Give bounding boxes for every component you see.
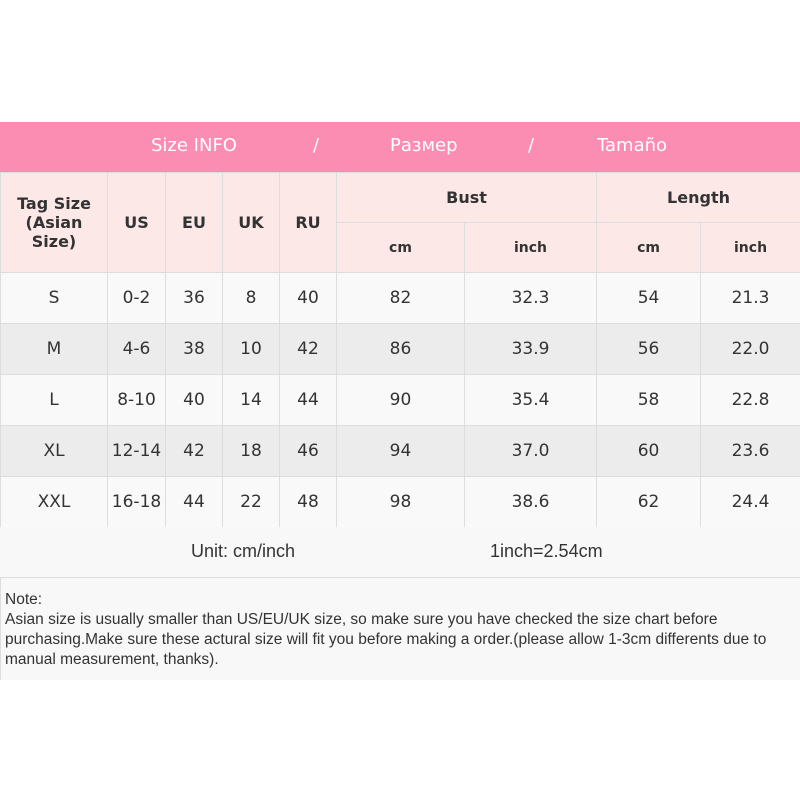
table-cell: 33.9 — [463, 323, 598, 375]
title-separator: / — [528, 135, 535, 156]
table-cell: 48 — [279, 476, 337, 528]
table-cell: XL — [0, 425, 108, 477]
note-title: Note: — [5, 591, 43, 608]
table-cell: S — [0, 272, 108, 324]
header-length-inch: inch — [700, 222, 800, 273]
title-banner: Size INFO / Размер / Tamaño — [0, 122, 800, 172]
table-row: XXL 16-18 44 22 48 98 38.6 62 24.4 — [0, 476, 800, 528]
table-cell: L — [0, 374, 108, 426]
header-bust: Bust — [335, 172, 598, 223]
note-text: Asian size is usually smaller than US/EU… — [5, 611, 767, 668]
header-bust-cm: cm — [336, 222, 465, 273]
table-cell: 0-2 — [107, 272, 166, 324]
table-cell: 44 — [165, 476, 223, 528]
header-tag-size: Tag Size (Asian Size) — [0, 172, 108, 273]
table-cell: 35.4 — [463, 374, 598, 426]
table-cell: 38 — [165, 323, 223, 375]
header-bust-inch: inch — [463, 222, 598, 273]
table-cell: 22.0 — [700, 323, 800, 375]
table-cell: M — [0, 323, 108, 375]
table-cell: 82 — [336, 272, 465, 324]
size-table: Tag Size (Asian Size) US EU UK RU Bust Le… — [0, 172, 800, 528]
table-cell: 4-6 — [107, 323, 166, 375]
table-cell: 42 — [165, 425, 223, 477]
table-cell: 22 — [222, 476, 280, 528]
note-section: Note: Asian size is usually smaller than… — [0, 578, 800, 680]
table-cell: XXL — [0, 476, 108, 528]
unit-row: Unit: cm/inch 1inch=2.54cm — [0, 527, 800, 578]
table-row: XL 12-14 42 18 46 94 37.0 60 23.6 — [0, 425, 800, 477]
table-cell: 10 — [222, 323, 280, 375]
title-razmer: Размер — [390, 135, 458, 156]
table-cell: 58 — [596, 374, 702, 426]
header-uk: UK — [222, 172, 280, 273]
table-cell: 14 — [222, 374, 280, 426]
table-row: M 4-6 38 10 42 86 33.9 56 22.0 — [0, 323, 800, 375]
table-cell: 8-10 — [107, 374, 166, 426]
table-cell: 60 — [596, 425, 702, 477]
table-cell: 40 — [279, 272, 337, 324]
table-cell: 38.6 — [463, 476, 598, 528]
table-cell: 56 — [596, 323, 702, 375]
table-cell: 46 — [279, 425, 337, 477]
table-cell: 42 — [279, 323, 337, 375]
header-us: US — [107, 172, 166, 273]
table-cell: 8 — [222, 272, 280, 324]
table-cell: 94 — [336, 425, 465, 477]
table-cell: 40 — [165, 374, 223, 426]
table-cell: 90 — [336, 374, 465, 426]
table-row: L 8-10 40 14 44 90 35.4 58 22.8 — [0, 374, 800, 426]
table-cell: 21.3 — [700, 272, 800, 324]
header-ru: RU — [279, 172, 337, 273]
table-cell: 62 — [596, 476, 702, 528]
table-cell: 12-14 — [107, 425, 166, 477]
table-cell: 86 — [336, 323, 465, 375]
header-eu: EU — [165, 172, 223, 273]
table-cell: 16-18 — [107, 476, 166, 528]
table-cell: 37.0 — [463, 425, 598, 477]
table-cell: 36 — [165, 272, 223, 324]
title-tamano: Tamaño — [597, 135, 668, 156]
table-cell: 32.3 — [463, 272, 598, 324]
title-separator: / — [313, 135, 320, 156]
table-cell: 23.6 — [700, 425, 800, 477]
unit-conversion: 1inch=2.54cm — [490, 541, 603, 561]
table-cell: 98 — [336, 476, 465, 528]
table-cell: 54 — [596, 272, 702, 324]
unit-label: Unit: cm/inch — [191, 541, 296, 561]
header-length-cm: cm — [596, 222, 702, 273]
table-cell: 22.8 — [700, 374, 800, 426]
table-cell: 18 — [222, 425, 280, 477]
table-cell: 24.4 — [700, 476, 800, 528]
header-length: Length — [596, 172, 800, 223]
table-row: S 0-2 36 8 40 82 32.3 54 21.3 — [0, 272, 800, 324]
table-cell: 44 — [279, 374, 337, 426]
title-size-info: Size INFO — [151, 135, 237, 156]
